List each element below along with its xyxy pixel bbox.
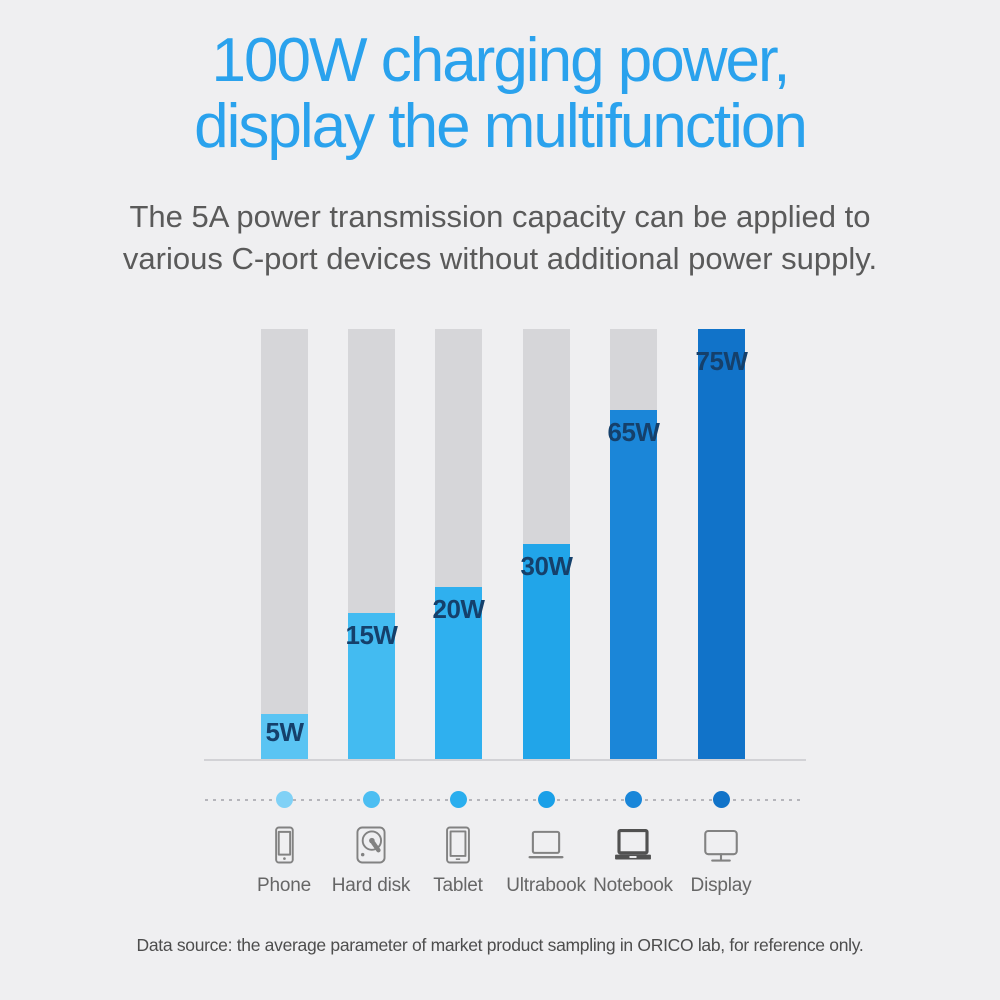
category-label-phone: Phone — [257, 875, 311, 896]
subtitle-line-1: The 5A power transmission capacity can b… — [129, 199, 871, 234]
bar-column-notebook: 65W — [607, 329, 660, 760]
axis-dot-display — [713, 791, 730, 808]
hard-disk-icon — [347, 821, 395, 869]
bar-fill-display: 75W — [695, 329, 748, 760]
category-label-tablet: Tablet — [433, 875, 483, 896]
bar-value-label: 75W — [695, 346, 748, 376]
phone-icon — [260, 821, 308, 869]
ultrabook-icon — [522, 821, 570, 869]
bar-fill-hard-disk: 15W — [345, 613, 398, 760]
bar-fill-ultrabook: 30W — [520, 544, 573, 760]
category-label-display: Display — [690, 875, 752, 896]
axis-dot-hard-disk — [363, 791, 380, 808]
axis-dot-notebook — [625, 791, 642, 808]
title-line-2: display the multifunction — [194, 92, 808, 161]
title-line-1: 100W charging power, — [211, 26, 791, 95]
bar-column-phone: 5W — [261, 329, 308, 760]
axis-dot-ultrabook — [538, 791, 555, 808]
bar-column-hard-disk: 15W — [345, 329, 398, 760]
axis-dot-tablet — [450, 791, 467, 808]
category-label-ultrabook: Ultrabook — [506, 875, 586, 896]
subtitle-line-2: various C-port devices without additiona… — [122, 241, 878, 276]
bar-column-tablet: 20W — [432, 329, 485, 760]
tablet-icon — [434, 821, 482, 869]
axis-dot-phone — [276, 791, 293, 808]
bar-value-label: 15W — [345, 620, 398, 650]
bar-fill-tablet: 20W — [432, 587, 485, 760]
category-label-notebook: Notebook — [593, 875, 673, 896]
bar-fill-phone: 5W — [261, 714, 308, 760]
bar-value-label: 5W — [265, 717, 305, 747]
chart-baseline — [204, 759, 806, 761]
display-icon — [697, 821, 745, 869]
bar-column-display: 75W — [695, 329, 748, 760]
notebook-icon — [609, 821, 657, 869]
bar-value-label: 20W — [432, 594, 485, 624]
category-label-hard-disk: Hard disk — [331, 875, 411, 896]
data-source-note: Data source: the average parameter of ma… — [136, 935, 864, 955]
bar-fill-notebook: 65W — [607, 410, 660, 760]
bar-column-ultrabook: 30W — [520, 329, 573, 760]
page-title: 100W charging power, display the multifu… — [0, 28, 1000, 160]
bar-track — [261, 329, 308, 760]
bar-value-label: 65W — [607, 417, 660, 447]
bar-value-label: 30W — [520, 551, 573, 581]
dotted-axis-line — [205, 799, 805, 801]
page-subtitle: The 5A power transmission capacity can b… — [0, 196, 1000, 280]
